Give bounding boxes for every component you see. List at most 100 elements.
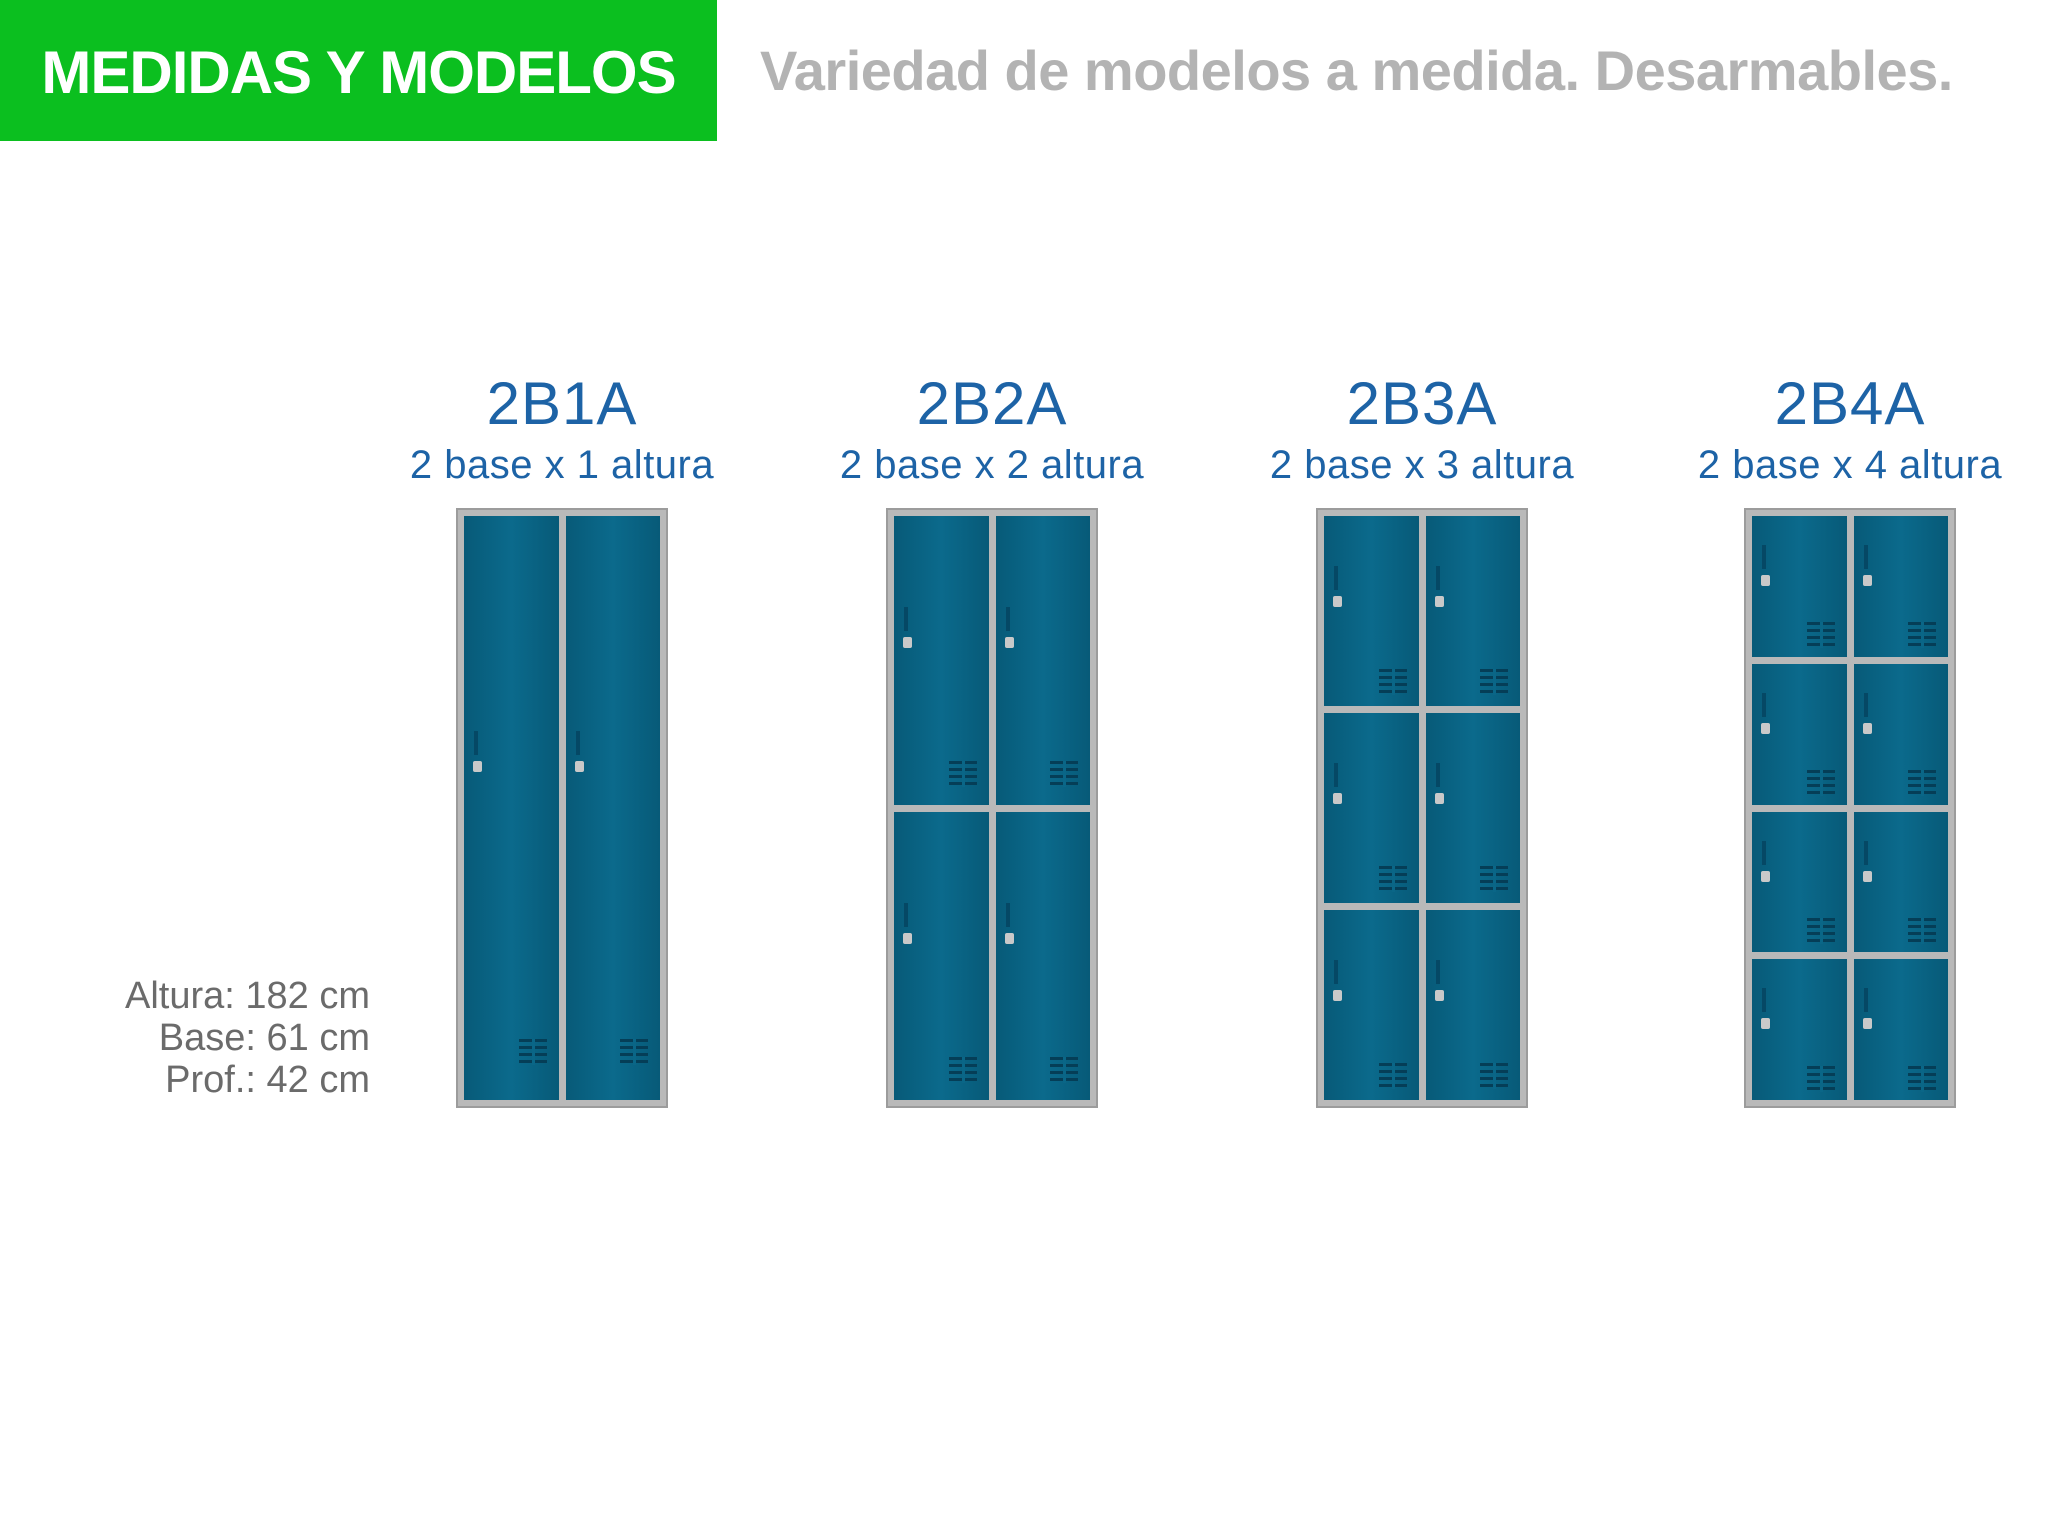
- locker-door: [1425, 713, 1520, 903]
- vent-icon: [948, 1056, 977, 1083]
- lock-icon: [1761, 870, 1770, 882]
- vent-icon: [1806, 770, 1835, 797]
- door-handle-icon: [1863, 988, 1868, 1013]
- lock-icon: [1434, 595, 1444, 607]
- model-description: 2 base x 3 altura: [1269, 443, 1575, 487]
- model-heading-2b1a: 2B1A 2 base x 1 altura: [362, 370, 762, 488]
- page-subtitle: Variedad de modelos a medida. Desarmable…: [760, 39, 1953, 102]
- door-handle-icon: [1005, 607, 1010, 632]
- locker-door: [995, 811, 1090, 1100]
- page-title: MEDIDAS Y MODELOS: [41, 39, 676, 106]
- locker-door: [1324, 910, 1419, 1100]
- locker-door: [1853, 811, 1948, 953]
- locker-image-2b1a: [456, 508, 668, 1108]
- vent-icon: [1480, 865, 1508, 892]
- locker-door: [1752, 811, 1847, 953]
- locker-image-2b4a: [1744, 508, 1956, 1108]
- vent-icon: [1378, 865, 1407, 892]
- dimensions-specs: Altura: 182 cm Base: 61 cm Prof.: 42 cm: [125, 975, 370, 1101]
- door-handle-icon: [1863, 545, 1868, 570]
- locker-door: [894, 516, 989, 805]
- door-handle-icon: [904, 607, 908, 632]
- door-handle-icon: [1863, 692, 1868, 717]
- door-handle-icon: [1762, 545, 1766, 570]
- lock-icon: [1761, 575, 1770, 587]
- locker-door: [1752, 959, 1847, 1100]
- locker-door: [1752, 516, 1847, 657]
- locker-door: [565, 516, 660, 1100]
- vent-icon: [1480, 1062, 1508, 1089]
- lock-icon: [1333, 595, 1342, 607]
- model-description: 2 base x 2 altura: [839, 443, 1145, 487]
- lock-icon: [1004, 637, 1014, 649]
- lock-icon: [1862, 722, 1872, 734]
- locker-image-2b2a: [886, 508, 1098, 1108]
- door-handle-icon: [1435, 959, 1440, 984]
- door-handle-icon: [904, 902, 908, 927]
- model-code: 2B3A: [1346, 370, 1498, 437]
- lock-icon: [903, 637, 912, 649]
- vent-icon: [1806, 1065, 1835, 1092]
- lock-icon: [1004, 932, 1014, 944]
- lock-icon: [1333, 989, 1342, 1001]
- locker-door: [1324, 713, 1419, 903]
- lock-icon: [1434, 792, 1444, 804]
- lock-icon: [1761, 722, 1770, 734]
- door-handle-icon: [1762, 840, 1766, 865]
- vent-icon: [1908, 770, 1936, 797]
- door-handle-icon: [1435, 762, 1440, 787]
- locker-door: [894, 811, 989, 1100]
- door-handle-icon: [1762, 692, 1766, 717]
- lock-icon: [1862, 870, 1872, 882]
- door-handle-icon: [474, 731, 478, 756]
- door-handle-icon: [1005, 902, 1010, 927]
- vent-icon: [948, 761, 977, 788]
- model-code: 2B1A: [486, 370, 638, 437]
- door-handle-icon: [1334, 762, 1338, 787]
- vent-icon: [1806, 917, 1835, 944]
- model-code: 2B2A: [916, 370, 1068, 437]
- door-handle-icon: [1334, 565, 1338, 590]
- locker-door: [1324, 516, 1419, 706]
- model-description: 2 base x 1 altura: [409, 443, 715, 487]
- locker-door: [1853, 959, 1948, 1100]
- spec-depth: Prof.: 42 cm: [165, 1059, 370, 1101]
- vent-icon: [1480, 668, 1508, 695]
- model-code: 2B4A: [1774, 370, 1926, 437]
- locker-door: [1853, 516, 1948, 657]
- lock-icon: [574, 761, 584, 773]
- spec-base: Base: 61 cm: [158, 1017, 370, 1059]
- vent-icon: [1908, 917, 1936, 944]
- header-badge: MEDIDAS Y MODELOS: [0, 0, 717, 141]
- vent-icon: [518, 1038, 547, 1065]
- door-handle-icon: [1435, 565, 1440, 590]
- door-handle-icon: [575, 731, 580, 756]
- lock-icon: [1862, 1018, 1872, 1030]
- vent-icon: [1050, 761, 1078, 788]
- door-handle-icon: [1334, 959, 1338, 984]
- lock-icon: [903, 932, 912, 944]
- lock-icon: [1333, 792, 1342, 804]
- vent-icon: [1378, 1062, 1407, 1089]
- model-heading-2b4a: 2B4A 2 base x 4 altura: [1650, 370, 2048, 488]
- lock-icon: [473, 761, 482, 773]
- locker-door: [995, 516, 1090, 805]
- vent-icon: [1050, 1056, 1078, 1083]
- spec-height: Altura: 182 cm: [125, 975, 370, 1017]
- vent-icon: [1908, 622, 1936, 649]
- locker-door: [1425, 516, 1520, 706]
- lock-icon: [1862, 575, 1872, 587]
- vent-icon: [620, 1038, 648, 1065]
- locker-door: [1425, 910, 1520, 1100]
- locker-image-2b3a: [1316, 508, 1528, 1108]
- locker-door: [464, 516, 559, 1100]
- locker-door: [1752, 663, 1847, 805]
- model-description: 2 base x 4 altura: [1697, 443, 2003, 487]
- lock-icon: [1761, 1018, 1770, 1030]
- model-heading-2b2a: 2B2A 2 base x 2 altura: [792, 370, 1192, 488]
- vent-icon: [1908, 1065, 1936, 1092]
- model-heading-2b3a: 2B3A 2 base x 3 altura: [1222, 370, 1622, 488]
- locker-door: [1853, 663, 1948, 805]
- lock-icon: [1434, 989, 1444, 1001]
- vent-icon: [1806, 622, 1835, 649]
